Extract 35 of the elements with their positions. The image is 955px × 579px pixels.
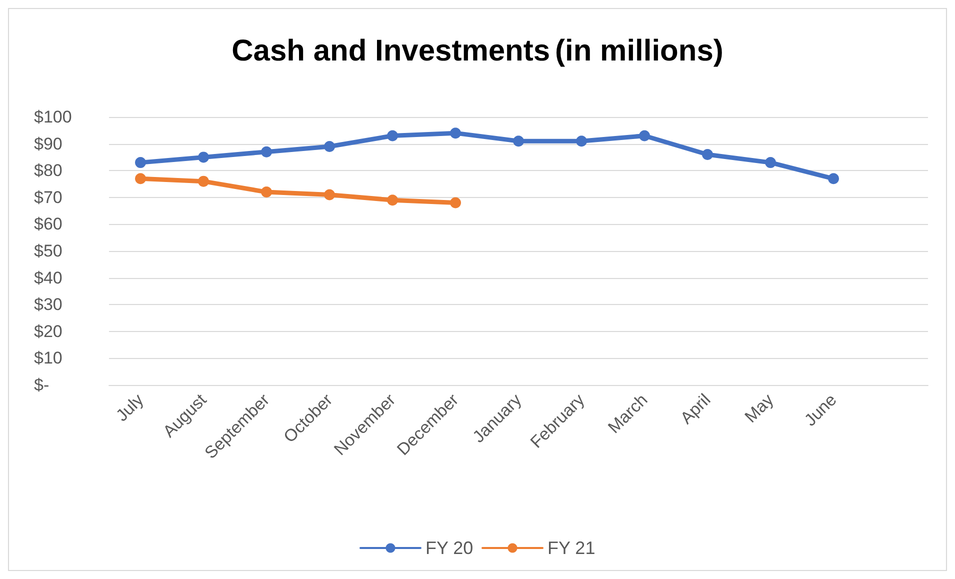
point bbox=[702, 149, 713, 160]
point bbox=[387, 130, 398, 142]
y-tick-label: $10 bbox=[34, 348, 62, 368]
y-tick-label: $80 bbox=[34, 161, 62, 180]
point bbox=[324, 189, 335, 200]
point bbox=[639, 130, 650, 142]
y-tick-label: $30 bbox=[34, 295, 62, 314]
point bbox=[135, 157, 146, 168]
point bbox=[450, 197, 461, 208]
y-tick-label: $40 bbox=[34, 268, 62, 288]
y-tick-label: $- bbox=[34, 376, 50, 394]
point bbox=[198, 152, 209, 163]
point bbox=[513, 136, 524, 147]
x-tick-label: July bbox=[112, 390, 148, 426]
y-tick-label: $50 bbox=[34, 242, 62, 260]
point bbox=[198, 176, 209, 187]
y-tick-label: $20 bbox=[34, 322, 62, 341]
legend-label: FY 20 bbox=[425, 538, 474, 558]
point bbox=[828, 173, 839, 184]
y-tick-label: $100 bbox=[34, 108, 72, 126]
chart-title: Cash and Investments bbox=[232, 34, 550, 68]
y-tick-label: $70 bbox=[34, 188, 62, 207]
point bbox=[387, 194, 398, 206]
point bbox=[261, 186, 272, 198]
point bbox=[261, 146, 272, 158]
chart-subtitle: (in millions) bbox=[555, 34, 724, 68]
point bbox=[324, 140, 335, 152]
point bbox=[765, 157, 776, 168]
point bbox=[576, 136, 587, 147]
point bbox=[450, 128, 461, 139]
y-tick-label: $60 bbox=[34, 214, 62, 234]
y-tick-label: $90 bbox=[34, 134, 62, 154]
point bbox=[135, 173, 146, 184]
x-tick-label: May bbox=[741, 390, 778, 426]
legend-label: FY 21 bbox=[548, 538, 596, 558]
